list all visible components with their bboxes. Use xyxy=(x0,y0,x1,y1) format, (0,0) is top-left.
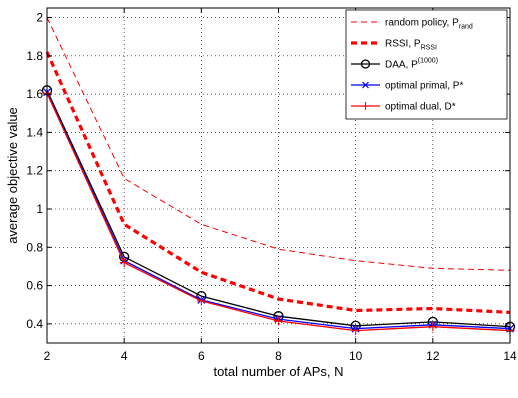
series-marker xyxy=(119,258,129,268)
y-tick-label: 1.2 xyxy=(26,164,43,178)
x-tick-label: 8 xyxy=(275,349,282,363)
legend-subscript: RSSI xyxy=(421,45,437,52)
series-line xyxy=(45,51,511,314)
y-tick-label: 1.6 xyxy=(26,87,43,101)
x-tick-label: 2 xyxy=(44,349,51,363)
y-tick-label: 0.6 xyxy=(26,279,43,293)
series-marker xyxy=(428,322,438,332)
x-tick-label: 4 xyxy=(121,349,128,363)
axis-ticks: 2 4 6 8 10 12 14 0.4 0.6 0.8 1 1.2 1.4 1.6 1.8 2 xyxy=(26,8,517,363)
series-marker xyxy=(274,316,283,326)
x-tick-label: 10 xyxy=(349,349,363,363)
y-tick-label: 1.4 xyxy=(26,125,43,139)
series-marker xyxy=(362,81,369,89)
series-marker xyxy=(196,296,206,306)
series-marker xyxy=(351,326,361,336)
y-tick-label: 1 xyxy=(36,202,43,216)
legend-entry: optimal primal, P* xyxy=(351,81,463,92)
legend-label: optimal primal, P* xyxy=(385,81,463,92)
series-marker xyxy=(360,59,371,69)
series-0 xyxy=(46,17,511,271)
legend-superscript: (1000) xyxy=(418,58,438,65)
legend-label: random policy, Prand xyxy=(385,18,473,31)
y-tick-label: 1.8 xyxy=(26,49,43,63)
series-1 xyxy=(45,51,511,314)
series-line xyxy=(46,90,511,328)
legend-entry: random policy, Prand xyxy=(351,18,473,31)
series-3 xyxy=(43,88,514,333)
x-tick-label: 12 xyxy=(426,349,440,363)
y-axis-label: average objective value xyxy=(5,107,20,244)
x-tick-label: 6 xyxy=(198,349,205,363)
x-axis-label: total number of APs, N xyxy=(213,364,343,379)
legend-label: optimal dual, D* xyxy=(385,102,456,113)
series-marker xyxy=(361,102,370,110)
circle-marker xyxy=(360,59,371,69)
x-marker-stroke xyxy=(362,81,369,89)
series-line xyxy=(46,17,511,271)
y-tick-label: 0.8 xyxy=(26,240,43,254)
y-tick-label: 0.4 xyxy=(26,317,43,331)
x-tick-label: 14 xyxy=(503,349,517,363)
legend-entry: optimal dual, D* xyxy=(351,102,456,113)
legend-subscript: rand xyxy=(459,24,473,31)
y-tick-label: 2 xyxy=(36,11,43,25)
